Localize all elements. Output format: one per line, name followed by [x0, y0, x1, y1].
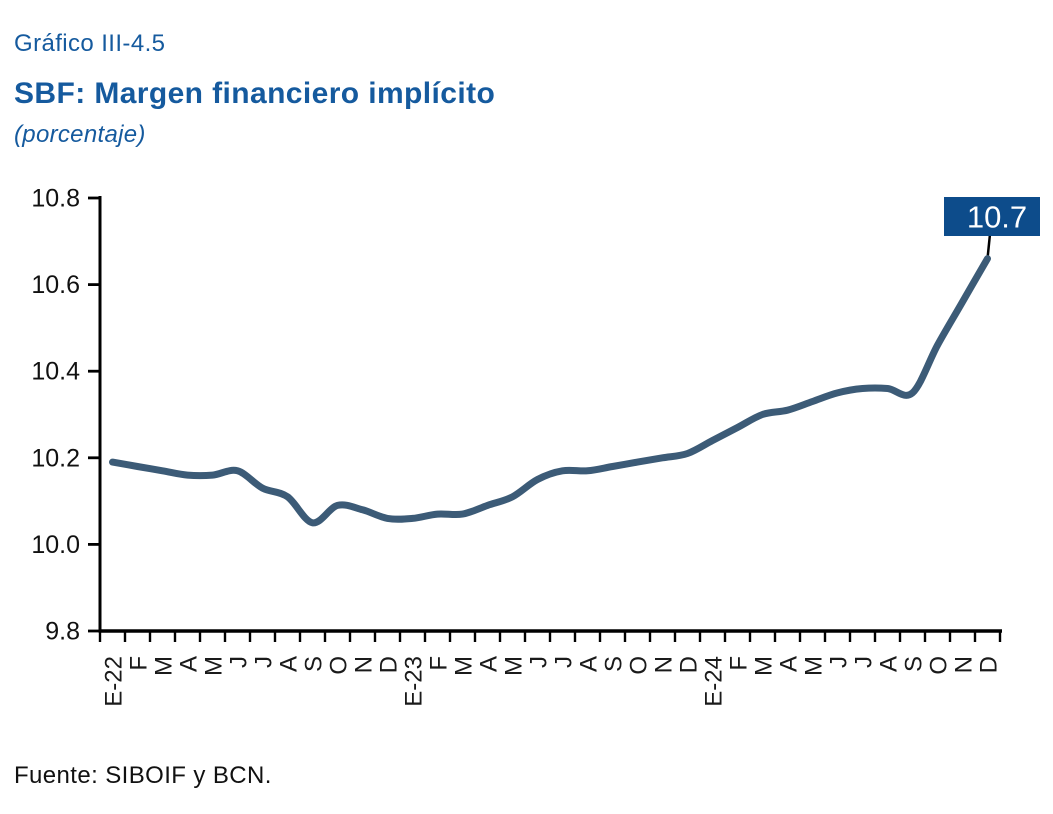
- x-month-label: S: [901, 656, 928, 672]
- x-month-label: N: [951, 656, 978, 673]
- x-month-label: A: [176, 656, 203, 672]
- x-month-label: M: [501, 656, 528, 676]
- x-month-label: J: [851, 656, 878, 668]
- chart-subtitle: (porcentaje): [14, 121, 146, 148]
- y-tick-label: 10.0: [31, 531, 80, 559]
- x-month-label: J: [551, 656, 578, 668]
- x-month-label: A: [476, 656, 503, 672]
- x-month-label: O: [626, 656, 653, 675]
- x-month-label: S: [601, 656, 628, 672]
- source-note: Fuente: SIBOIF y BCN.: [14, 762, 272, 789]
- leader-line: [986, 233, 992, 259]
- x-month-label: A: [576, 656, 603, 672]
- x-month-label: O: [926, 656, 953, 675]
- x-month-label: F: [726, 656, 753, 671]
- x-month-label: J: [226, 656, 253, 668]
- value-label-box: [944, 197, 1040, 236]
- y-tick-label: 10.6: [31, 271, 80, 299]
- x-month-label: J: [251, 656, 278, 668]
- series-line: [109, 255, 991, 527]
- x-month-label: F: [426, 656, 453, 671]
- chart-title: SBF: Margen financiero implícito: [14, 77, 496, 110]
- y-tick-label: 10.8: [31, 185, 80, 213]
- x-month-label: S: [301, 656, 328, 672]
- value-label-text: 10.7: [967, 200, 1027, 235]
- x-month-label: J: [826, 656, 853, 668]
- x-month-label: M: [151, 656, 178, 676]
- x-month-label: N: [351, 656, 378, 673]
- x-month-label: M: [201, 656, 228, 676]
- x-month-label: E-22: [101, 656, 128, 707]
- x-month-label: F: [126, 656, 153, 671]
- x-month-label: D: [976, 656, 1003, 673]
- x-month-label: D: [676, 656, 703, 673]
- x-month-label: M: [801, 656, 828, 676]
- x-month-label: A: [876, 656, 903, 672]
- y-tick-label: 9.8: [45, 618, 80, 646]
- figure-number: Gráfico III-4.5: [14, 30, 166, 57]
- y-tick-label: 10.4: [31, 358, 80, 386]
- x-month-label: M: [451, 656, 478, 676]
- x-month-label: A: [276, 656, 303, 672]
- x-month-label: E-23: [401, 656, 428, 707]
- x-month-label: O: [326, 656, 353, 675]
- y-tick-label: 10.2: [31, 444, 80, 472]
- x-month-label: A: [776, 656, 803, 672]
- x-month-label: N: [651, 656, 678, 673]
- x-month-label: J: [526, 656, 553, 668]
- x-month-label: D: [376, 656, 403, 673]
- x-month-label: M: [751, 656, 778, 676]
- x-month-label: E-24: [701, 656, 728, 707]
